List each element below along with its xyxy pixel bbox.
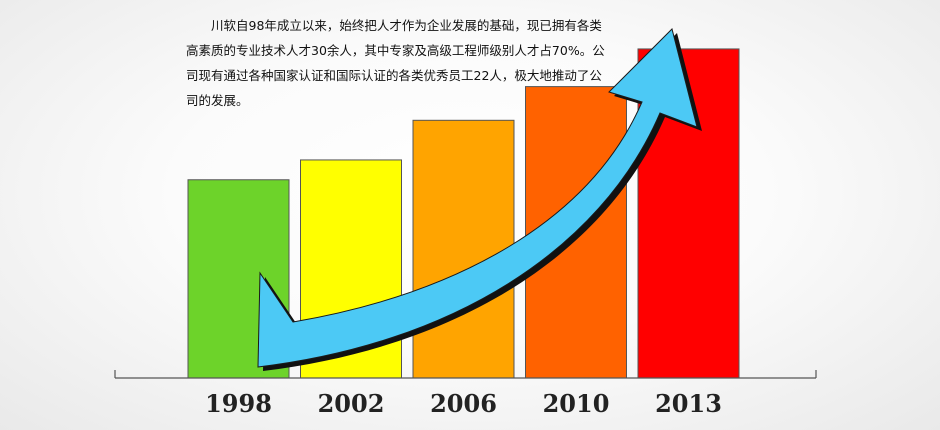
year-label-1998: 1998 <box>205 389 272 418</box>
year-label-2010: 2010 <box>543 389 610 418</box>
year-labels: 1998 2002 2006 2010 2013 <box>205 389 722 418</box>
year-label-2002: 2002 <box>318 389 385 418</box>
trend-arrow <box>257 28 702 371</box>
x-axis <box>114 370 817 379</box>
trend-arrow-shape <box>257 28 698 368</box>
intro-paragraph: 川软自98年成立以来，始终把人才作为企业发展的基础，现已拥有各类高素质的专业技术… <box>186 18 605 108</box>
year-label-2006: 2006 <box>430 389 497 418</box>
year-label-2013: 2013 <box>655 389 722 418</box>
bar-2006 <box>412 119 515 379</box>
